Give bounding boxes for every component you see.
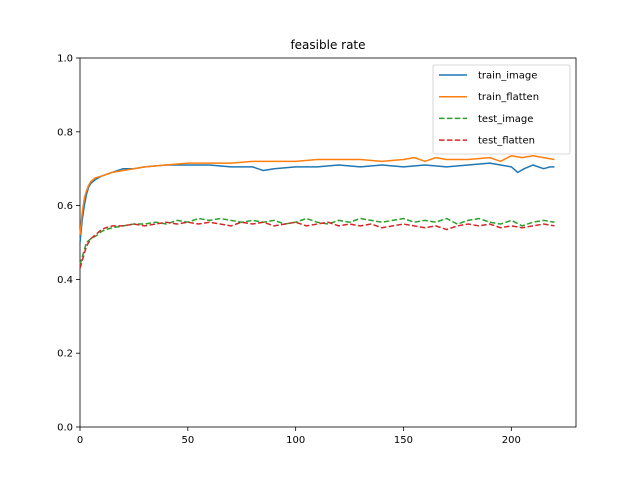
legend-label: train_image <box>478 71 537 82</box>
legend-box <box>432 64 571 155</box>
x-tick-label: 200 <box>502 435 521 446</box>
y-tick-label: 0.8 <box>57 127 73 138</box>
legend: train_image train_flatten test_image test_f… <box>432 64 571 155</box>
legend-label: test_flatten <box>478 136 535 147</box>
series-line-train-flatten <box>79 155 555 236</box>
legend-label: train_flatten <box>478 92 539 103</box>
chart-title: feasible rate <box>290 38 365 52</box>
y-tick-label: 1.0 <box>57 54 73 65</box>
y-tick-label: 0.0 <box>57 423 73 434</box>
series-line-test-flatten <box>79 221 555 269</box>
x-tick-label: 150 <box>394 435 413 446</box>
y-tick-label: 0.4 <box>57 275 73 286</box>
x-tick-label: 100 <box>286 435 305 446</box>
x-tick-label: 50 <box>181 435 194 446</box>
y-tick-label: 0.6 <box>57 201 73 212</box>
series-line-train-image <box>79 162 555 243</box>
y-tick-label: 0.2 <box>57 349 73 360</box>
legend-label: test_image <box>478 114 533 125</box>
x-tick-label: 0 <box>77 435 83 446</box>
